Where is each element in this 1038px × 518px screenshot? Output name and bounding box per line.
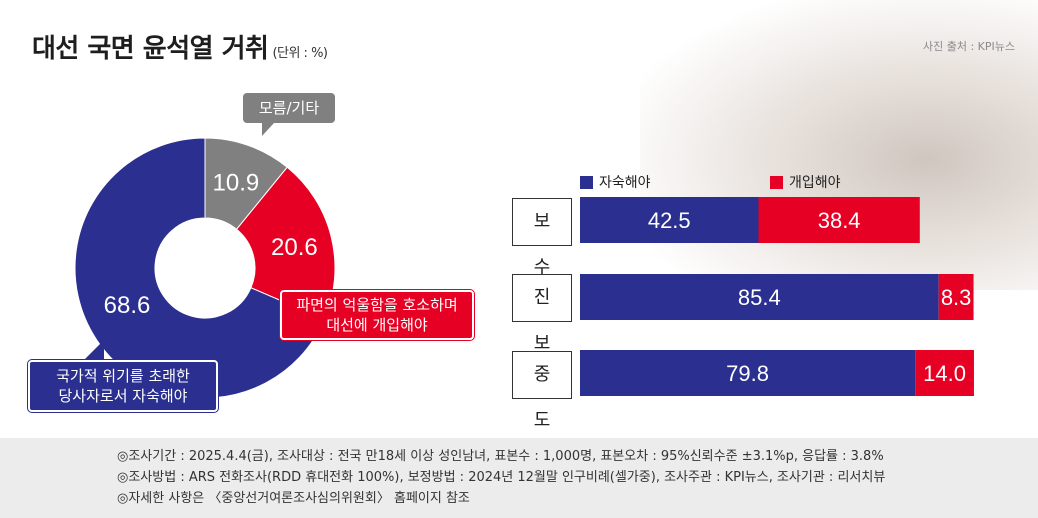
callout-no: 국가적 위기를 초래한 당사자로서 자숙해야 [28,360,218,412]
footer-notes: ◎조사기간 : 2025.4.4(금), 조사대상 : 전국 만18세 이상 성… [0,438,1038,518]
callout-yes-pointer [296,272,322,290]
row-label-conservative: 보 수 [512,198,572,278]
legend-item-no: 자숙해야 [580,172,651,192]
callout-other: 모름/기타 [243,93,335,123]
bar-2-0 [580,350,916,396]
legend-swatch-no [580,175,593,189]
bar-label-0-1: 38.4 [818,208,861,233]
photo-credit: 사진 출처 : KPI뉴스 [922,40,1015,53]
callout-no-pointer [84,340,104,360]
page-title: 대선 국면 윤석열 거취 (단위 : %) [32,28,328,65]
callout-other-pointer [262,123,274,136]
bar-label-2-0: 79.8 [726,361,769,386]
bar-1-0 [580,274,939,320]
donut-label-0: 68.6 [104,292,151,319]
row-label-moderate: 중 도 [512,351,572,431]
donut-label-2: 10.9 [213,169,260,196]
unit-label: (단위 : %) [272,46,328,61]
callout-no-line1: 국가적 위기를 초래한 [56,367,190,385]
callout-yes-line1: 파면의 억울함을 호소하며 [296,296,458,314]
bar-0-0 [580,197,759,243]
bar-2-1 [915,350,974,396]
title-text: 대선 국면 윤석열 거취 [32,34,269,64]
callout-no-line2: 당사자로서 자숙해야 [58,387,188,405]
footer-line-2: ◎조사방법 : ARS 전화조사(RDD 휴대전화 100%), 보정방법 : … [117,470,886,485]
bar-label-1-1: 8.3 [941,285,972,310]
bar-1-1 [938,274,974,320]
bar-label-0-0: 42.5 [648,208,691,233]
callout-yes: 파면의 억울함을 호소하며 대선에 개입해야 [280,290,474,340]
row-label-progressive: 진 보 [512,274,572,354]
legend-swatch-yes [770,175,783,189]
callout-yes-line2: 대선에 개입해야 [326,316,428,334]
bar-label-2-1: 14.0 [923,361,966,386]
bar-0-1 [758,197,920,243]
legend-label-no: 자숙해야 [599,175,651,191]
legend-item-yes: 개입해야 [770,172,841,192]
legend-label-yes: 개입해야 [789,175,841,191]
chart-canvas: 10.9 20.6 68.6 42.5 38.4 85.4 8.3 79.8 14.0 [74,123,974,399]
bar-label-1-0: 85.4 [738,285,781,310]
donut-label-1: 20.6 [271,234,318,261]
footer-line-3: ◎자세한 사항은 〈중앙선거여론조사심의위원회〉 홈페이지 참조 [117,491,470,506]
footer-line-1: ◎조사기간 : 2025.4.4(금), 조사대상 : 전국 만18세 이상 성… [117,449,884,464]
